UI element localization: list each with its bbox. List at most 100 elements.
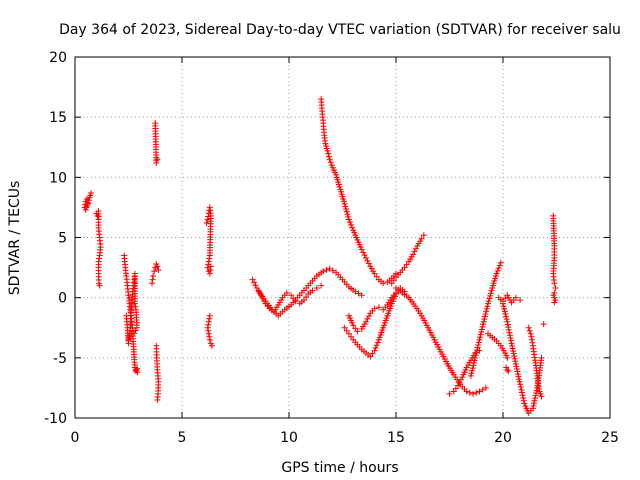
data-point	[485, 298, 492, 305]
data-point	[327, 159, 334, 166]
data-point	[126, 333, 133, 340]
data-point	[525, 324, 532, 331]
data-point	[205, 318, 212, 325]
data-point	[528, 333, 535, 340]
data-point	[341, 200, 348, 207]
data-point	[508, 340, 515, 347]
data-point	[515, 373, 522, 380]
data-point	[472, 354, 479, 361]
series	[131, 364, 141, 376]
data-point	[510, 348, 517, 355]
data-point	[480, 321, 487, 328]
data-point	[354, 328, 361, 335]
data-point	[300, 297, 307, 304]
series	[525, 321, 547, 400]
data-point	[206, 252, 213, 259]
data-point	[506, 332, 513, 339]
data-point	[552, 285, 559, 292]
data-point	[475, 339, 482, 346]
data-point	[371, 270, 378, 277]
data-point	[532, 395, 539, 402]
series	[550, 212, 559, 306]
data-point	[131, 330, 138, 337]
data-point	[132, 327, 139, 334]
data-point	[506, 329, 513, 336]
data-point	[326, 156, 333, 163]
data-point	[471, 357, 478, 364]
data-point	[496, 262, 503, 269]
data-point	[481, 313, 488, 320]
y-axis-label: SDTVAR / TECUs	[7, 181, 23, 296]
data-point	[401, 264, 408, 271]
data-point	[540, 321, 547, 328]
data-point	[482, 310, 489, 317]
data-point	[341, 324, 348, 331]
data-point	[470, 362, 477, 369]
data-point	[509, 342, 516, 349]
data-point	[329, 267, 336, 274]
data-point	[500, 300, 506, 307]
series	[93, 208, 104, 289]
data-point	[512, 360, 519, 367]
data-point	[371, 305, 378, 312]
data-point	[518, 386, 525, 393]
data-point	[513, 363, 520, 370]
data-point	[512, 358, 519, 365]
data-point	[343, 327, 350, 334]
data-point	[325, 150, 332, 157]
data-point	[367, 353, 374, 360]
y-tick-label: -10	[44, 411, 67, 427]
data-point	[538, 354, 545, 361]
data-point	[467, 372, 474, 379]
data-point	[154, 396, 161, 403]
data-point	[517, 384, 524, 391]
data-point	[206, 312, 213, 319]
data-point	[206, 270, 213, 277]
data-point	[517, 381, 524, 388]
data-point	[470, 390, 477, 397]
data-point	[478, 329, 485, 336]
x-tick-label: 0	[71, 430, 80, 446]
series	[81, 189, 95, 213]
grid	[75, 57, 610, 418]
data-point	[502, 295, 509, 302]
data-point	[513, 365, 520, 372]
data-point	[249, 276, 256, 283]
data-point	[320, 268, 327, 275]
y-tick-label: 0	[58, 291, 67, 307]
data-point	[446, 390, 453, 397]
data-point	[505, 326, 512, 333]
data-point	[473, 349, 480, 356]
data-point	[207, 263, 214, 270]
data-point	[488, 287, 495, 294]
data-point	[487, 290, 494, 297]
data-point	[373, 273, 380, 280]
y-tick-label: 10	[49, 170, 67, 186]
data-point	[501, 308, 508, 315]
data-point	[403, 261, 410, 268]
data-point	[288, 292, 295, 299]
series	[485, 330, 511, 361]
series	[256, 265, 365, 319]
data-point	[511, 353, 518, 360]
data-point	[479, 323, 486, 330]
data-point	[456, 379, 463, 386]
y-tick-label: 15	[49, 110, 67, 126]
data-point	[360, 249, 367, 256]
data-point	[131, 300, 138, 307]
data-point	[418, 235, 425, 242]
y-tick-label: 5	[58, 231, 67, 247]
data-point	[500, 303, 507, 310]
series	[203, 204, 215, 349]
data-point	[530, 402, 537, 409]
data-point	[207, 266, 214, 273]
data-point	[318, 282, 325, 289]
series	[318, 96, 399, 287]
data-point	[412, 245, 419, 252]
data-point	[516, 376, 523, 383]
data-point	[505, 324, 512, 331]
data-point	[493, 270, 500, 277]
x-tick-label: 5	[178, 430, 187, 446]
data-point	[486, 295, 493, 302]
data-point	[484, 303, 491, 310]
